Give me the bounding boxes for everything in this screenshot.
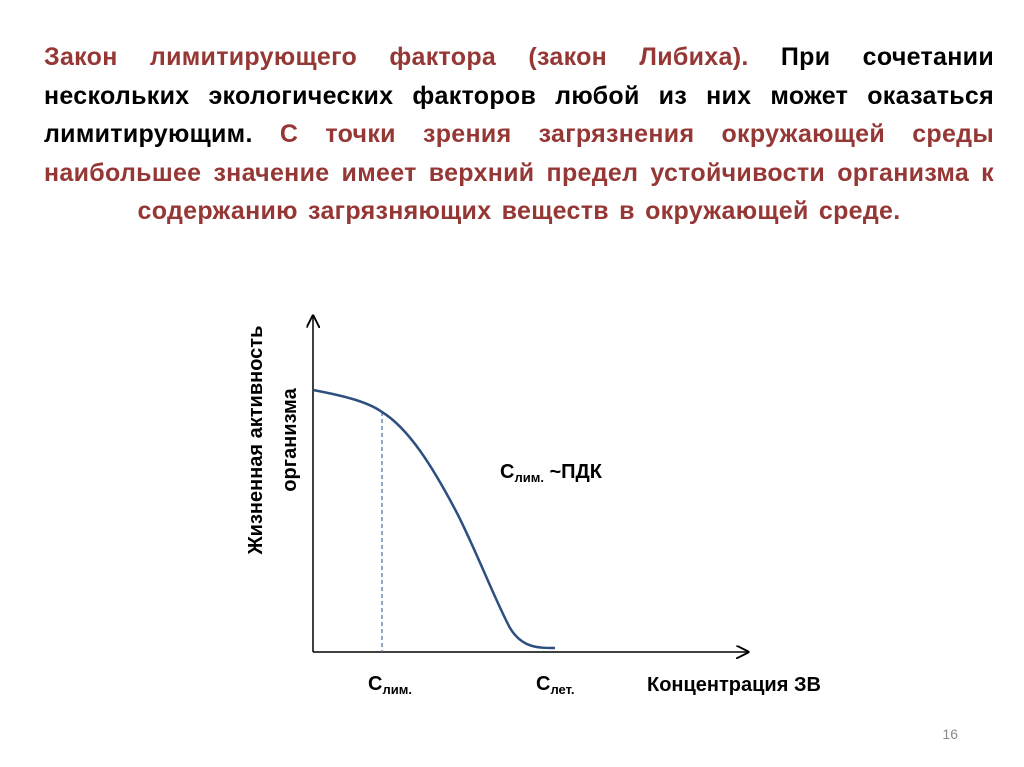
pollution-note: С точки зрения загрязнения окружающей ср…: [44, 120, 995, 225]
tick-label-c-let: Слет.: [536, 673, 574, 697]
tick-label-c-lim: Слим.: [368, 673, 412, 697]
body-text: Закон лимитирующего фактора (закон Либих…: [44, 38, 994, 231]
y-axis-label-line2: организма: [279, 387, 301, 491]
page-number: 16: [942, 726, 958, 742]
law-statement: При сочетании нескольких экологических ф…: [44, 43, 994, 148]
c-lim-pdk-annotation: Слим. ~ПДК: [500, 461, 603, 485]
activity-curve: [312, 388, 556, 650]
law-title: Закон лимитирующего фактора (закон Либих…: [44, 43, 749, 71]
y-axis-label-line1: Жизненная активность: [245, 326, 267, 556]
x-axis-label: Концентрация ЗВ: [647, 674, 821, 696]
